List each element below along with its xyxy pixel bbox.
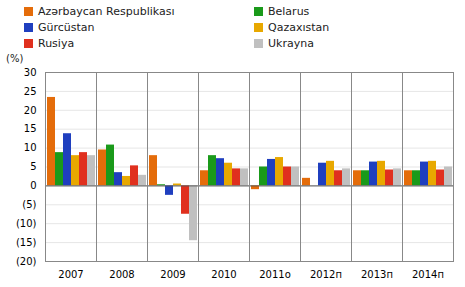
svg-text:(5): (5) (22, 199, 36, 210)
svg-text:2007: 2007 (58, 269, 83, 280)
svg-text:(15): (15) (16, 237, 37, 248)
svg-text:2014п: 2014п (412, 269, 444, 280)
svg-text:(10): (10) (16, 218, 37, 229)
svg-text:2010: 2010 (211, 269, 236, 280)
svg-text:10: 10 (24, 142, 37, 153)
svg-text:15: 15 (24, 123, 37, 134)
svg-text:2011o: 2011o (259, 269, 291, 280)
svg-text:20: 20 (24, 105, 37, 116)
html-text:Azərbaycan Respublikası: Azərbaycan Respublikası (38, 5, 175, 18)
svg-text:2012п: 2012п (310, 269, 342, 280)
svg-text:30: 30 (24, 67, 37, 78)
svg-text:0: 0 (30, 180, 36, 191)
svg-text:2008: 2008 (109, 269, 134, 280)
svg-text:(20): (20) (16, 256, 37, 267)
html-text:Belarus: Belarus (268, 5, 310, 18)
svg-text:25: 25 (24, 86, 37, 97)
html-text:Rusiya: Rusiya (38, 37, 75, 50)
html-text:Qazaxıstan: Qazaxıstan (268, 21, 330, 34)
html-text:Ukrayna: Ukrayna (268, 37, 314, 50)
html-text:Gürcüstan: Gürcüstan (38, 21, 95, 34)
svg-text:2009: 2009 (160, 269, 185, 280)
svg-text:5: 5 (30, 161, 36, 172)
svg-text:2013п: 2013п (361, 269, 393, 280)
